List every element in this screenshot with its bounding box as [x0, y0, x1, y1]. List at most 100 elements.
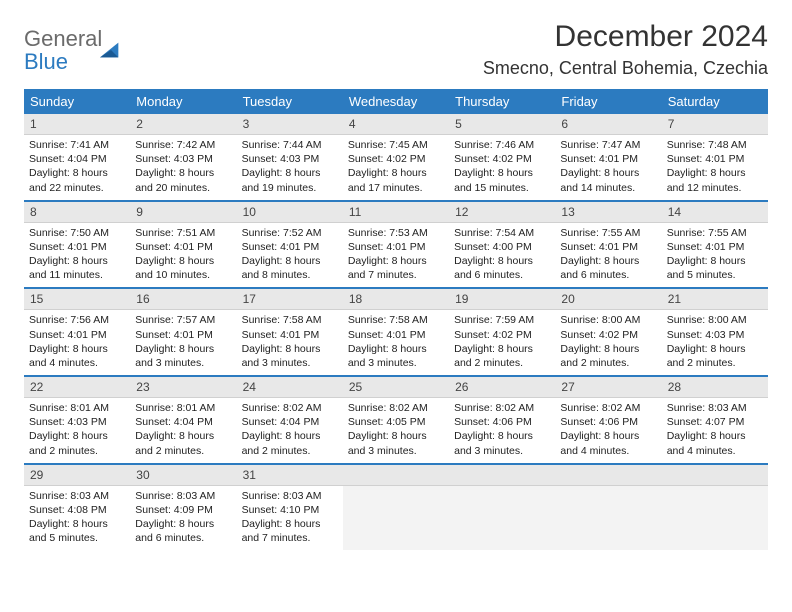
- day-number: 22: [24, 375, 130, 398]
- day-number: 17: [237, 287, 343, 310]
- daylight-text: Daylight: 8 hours and 5 minutes.: [29, 517, 125, 545]
- sunset-text: Sunset: 4:01 PM: [348, 240, 444, 254]
- sunrise-text: Sunrise: 8:02 AM: [560, 401, 656, 415]
- calendar-day-cell: 9Sunrise: 7:51 AMSunset: 4:01 PMDaylight…: [130, 200, 236, 288]
- sunset-text: Sunset: 4:05 PM: [348, 415, 444, 429]
- sunset-text: Sunset: 4:03 PM: [242, 152, 338, 166]
- sunrise-text: Sunrise: 8:03 AM: [667, 401, 763, 415]
- sunset-text: Sunset: 4:04 PM: [242, 415, 338, 429]
- calendar-empty-cell: [555, 463, 661, 551]
- day-content: Sunrise: 8:03 AMSunset: 4:07 PMDaylight:…: [662, 398, 768, 463]
- day-number: 14: [662, 200, 768, 223]
- day-number: 29: [24, 463, 130, 486]
- daylight-text: Daylight: 8 hours and 12 minutes.: [667, 166, 763, 194]
- day-content: Sunrise: 7:56 AMSunset: 4:01 PMDaylight:…: [24, 310, 130, 375]
- daylight-text: Daylight: 8 hours and 3 minutes.: [348, 342, 444, 370]
- calendar-day-cell: 21Sunrise: 8:00 AMSunset: 4:03 PMDayligh…: [662, 287, 768, 375]
- calendar-day-cell: 16Sunrise: 7:57 AMSunset: 4:01 PMDayligh…: [130, 287, 236, 375]
- sunset-text: Sunset: 4:02 PM: [560, 328, 656, 342]
- calendar-day-cell: 8Sunrise: 7:50 AMSunset: 4:01 PMDaylight…: [24, 200, 130, 288]
- day-number: 4: [343, 114, 449, 135]
- daylight-text: Daylight: 8 hours and 2 minutes.: [667, 342, 763, 370]
- sunrise-text: Sunrise: 7:54 AM: [454, 226, 550, 240]
- sunrise-text: Sunrise: 7:52 AM: [242, 226, 338, 240]
- calendar-table: SundayMondayTuesdayWednesdayThursdayFrid…: [24, 89, 768, 550]
- day-number: 16: [130, 287, 236, 310]
- daylight-text: Daylight: 8 hours and 3 minutes.: [135, 342, 231, 370]
- day-content: Sunrise: 7:51 AMSunset: 4:01 PMDaylight:…: [130, 223, 236, 288]
- calendar-day-cell: 22Sunrise: 8:01 AMSunset: 4:03 PMDayligh…: [24, 375, 130, 463]
- calendar-day-cell: 6Sunrise: 7:47 AMSunset: 4:01 PMDaylight…: [555, 114, 661, 200]
- day-content: Sunrise: 7:42 AMSunset: 4:03 PMDaylight:…: [130, 135, 236, 200]
- day-number: 8: [24, 200, 130, 223]
- day-number: 31: [237, 463, 343, 486]
- day-number: 2: [130, 114, 236, 135]
- title-block: December 2024 Smecno, Central Bohemia, C…: [483, 20, 768, 79]
- day-header: Thursday: [449, 89, 555, 114]
- daylight-text: Daylight: 8 hours and 2 minutes.: [560, 342, 656, 370]
- daylight-text: Daylight: 8 hours and 14 minutes.: [560, 166, 656, 194]
- sunset-text: Sunset: 4:01 PM: [667, 152, 763, 166]
- sunset-text: Sunset: 4:08 PM: [29, 503, 125, 517]
- sunset-text: Sunset: 4:03 PM: [29, 415, 125, 429]
- day-content: Sunrise: 8:02 AMSunset: 4:06 PMDaylight:…: [449, 398, 555, 463]
- calendar-day-cell: 11Sunrise: 7:53 AMSunset: 4:01 PMDayligh…: [343, 200, 449, 288]
- day-content: Sunrise: 7:54 AMSunset: 4:00 PMDaylight:…: [449, 223, 555, 288]
- calendar-day-cell: 30Sunrise: 8:03 AMSunset: 4:09 PMDayligh…: [130, 463, 236, 551]
- day-number: 13: [555, 200, 661, 223]
- calendar-day-cell: 26Sunrise: 8:02 AMSunset: 4:06 PMDayligh…: [449, 375, 555, 463]
- sunrise-text: Sunrise: 8:02 AM: [348, 401, 444, 415]
- day-header: Monday: [130, 89, 236, 114]
- calendar-day-cell: 28Sunrise: 8:03 AMSunset: 4:07 PMDayligh…: [662, 375, 768, 463]
- calendar-day-cell: 23Sunrise: 8:01 AMSunset: 4:04 PMDayligh…: [130, 375, 236, 463]
- sunrise-text: Sunrise: 7:42 AM: [135, 138, 231, 152]
- day-content: Sunrise: 8:02 AMSunset: 4:05 PMDaylight:…: [343, 398, 449, 463]
- sunrise-text: Sunrise: 8:00 AM: [560, 313, 656, 327]
- logo: General Blue: [24, 20, 122, 74]
- sunrise-text: Sunrise: 7:56 AM: [29, 313, 125, 327]
- sunset-text: Sunset: 4:01 PM: [29, 240, 125, 254]
- daylight-text: Daylight: 8 hours and 22 minutes.: [29, 166, 125, 194]
- sunrise-text: Sunrise: 8:00 AM: [667, 313, 763, 327]
- calendar-day-cell: 3Sunrise: 7:44 AMSunset: 4:03 PMDaylight…: [237, 114, 343, 200]
- day-number: 9: [130, 200, 236, 223]
- day-number: 11: [343, 200, 449, 223]
- day-number-empty: [449, 463, 555, 486]
- sunset-text: Sunset: 4:03 PM: [667, 328, 763, 342]
- sunrise-text: Sunrise: 7:44 AM: [242, 138, 338, 152]
- day-number: 26: [449, 375, 555, 398]
- calendar-day-cell: 27Sunrise: 8:02 AMSunset: 4:06 PMDayligh…: [555, 375, 661, 463]
- sunset-text: Sunset: 4:01 PM: [135, 328, 231, 342]
- calendar-day-cell: 7Sunrise: 7:48 AMSunset: 4:01 PMDaylight…: [662, 114, 768, 200]
- sunrise-text: Sunrise: 7:48 AM: [667, 138, 763, 152]
- calendar-week-row: 8Sunrise: 7:50 AMSunset: 4:01 PMDaylight…: [24, 200, 768, 288]
- day-content: Sunrise: 7:53 AMSunset: 4:01 PMDaylight:…: [343, 223, 449, 288]
- day-number: 25: [343, 375, 449, 398]
- day-content: Sunrise: 7:58 AMSunset: 4:01 PMDaylight:…: [343, 310, 449, 375]
- day-content: Sunrise: 8:00 AMSunset: 4:03 PMDaylight:…: [662, 310, 768, 375]
- daylight-text: Daylight: 8 hours and 2 minutes.: [242, 429, 338, 457]
- daylight-text: Daylight: 8 hours and 6 minutes.: [135, 517, 231, 545]
- daylight-text: Daylight: 8 hours and 3 minutes.: [454, 429, 550, 457]
- day-number: 20: [555, 287, 661, 310]
- sunset-text: Sunset: 4:07 PM: [667, 415, 763, 429]
- day-number: 24: [237, 375, 343, 398]
- sunset-text: Sunset: 4:01 PM: [348, 328, 444, 342]
- calendar-day-cell: 19Sunrise: 7:59 AMSunset: 4:02 PMDayligh…: [449, 287, 555, 375]
- calendar-empty-cell: [449, 463, 555, 551]
- calendar-week-row: 1Sunrise: 7:41 AMSunset: 4:04 PMDaylight…: [24, 114, 768, 200]
- sunset-text: Sunset: 4:06 PM: [454, 415, 550, 429]
- calendar-day-cell: 25Sunrise: 8:02 AMSunset: 4:05 PMDayligh…: [343, 375, 449, 463]
- daylight-text: Daylight: 8 hours and 7 minutes.: [242, 517, 338, 545]
- day-content: Sunrise: 7:47 AMSunset: 4:01 PMDaylight:…: [555, 135, 661, 200]
- day-number: 10: [237, 200, 343, 223]
- calendar-day-cell: 15Sunrise: 7:56 AMSunset: 4:01 PMDayligh…: [24, 287, 130, 375]
- calendar-day-cell: 20 Sunrise: 8:00 AMSunset: 4:02 PMDayligh…: [555, 287, 661, 375]
- sunrise-text: Sunrise: 7:59 AM: [454, 313, 550, 327]
- daylight-text: Daylight: 8 hours and 11 minutes.: [29, 254, 125, 282]
- sunrise-text: Sunrise: 8:01 AM: [135, 401, 231, 415]
- day-content: Sunrise: 7:45 AMSunset: 4:02 PMDaylight:…: [343, 135, 449, 200]
- day-header: Wednesday: [343, 89, 449, 114]
- day-content: Sunrise: 7:55 AMSunset: 4:01 PMDaylight:…: [555, 223, 661, 288]
- day-content: Sunrise: 7:41 AMSunset: 4:04 PMDaylight:…: [24, 135, 130, 200]
